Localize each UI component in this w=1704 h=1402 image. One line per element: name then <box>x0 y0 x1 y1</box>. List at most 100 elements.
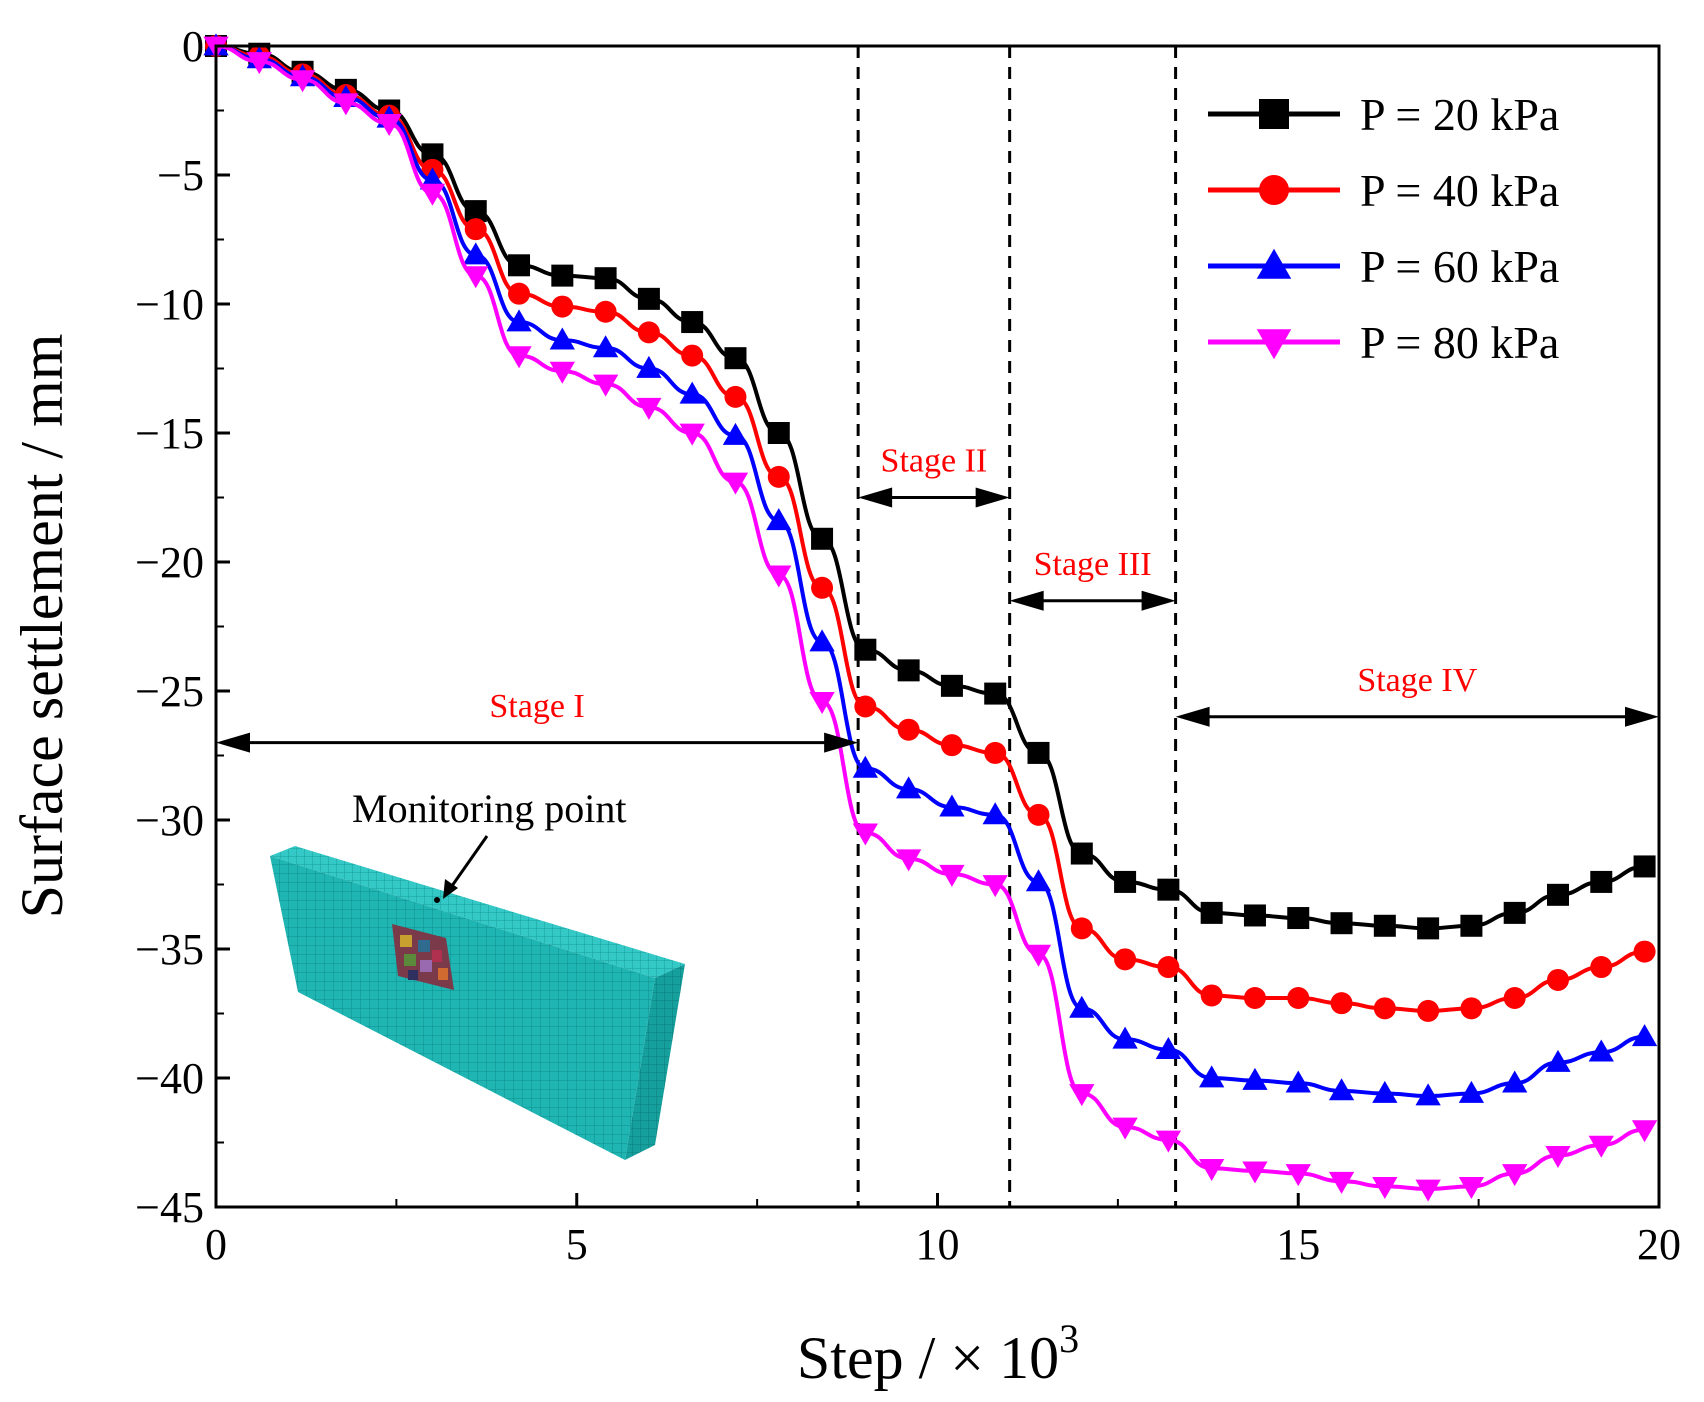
data-point <box>464 218 487 241</box>
data-point <box>1415 1083 1441 1106</box>
legend-label: P = 60 kPa <box>1360 241 1559 292</box>
data-point <box>767 422 790 444</box>
data-point <box>1373 997 1396 1020</box>
data-point <box>1328 1078 1355 1101</box>
data-point <box>982 875 1008 898</box>
data-point <box>1155 1036 1182 1059</box>
series-4 <box>203 36 1658 1202</box>
data-point <box>1027 803 1050 826</box>
x-tick-label: 20 <box>1637 1220 1681 1269</box>
data-point <box>984 741 1007 764</box>
data-point <box>724 385 747 408</box>
data-point <box>1287 987 1310 1010</box>
y-tick-label: −5 <box>157 151 204 200</box>
stage-arrow-right-head <box>1625 706 1659 727</box>
data-point <box>592 374 619 397</box>
data-point <box>1242 1067 1268 1090</box>
data-point <box>982 802 1008 825</box>
legend-entry-2: P = 40 kPa <box>1208 165 1559 216</box>
data-point <box>766 565 792 588</box>
data-point <box>895 776 922 799</box>
data-point <box>1025 869 1052 892</box>
data-point <box>1590 870 1613 893</box>
data-point <box>1372 1080 1398 1103</box>
data-point <box>679 423 705 446</box>
data-point <box>1200 984 1223 1007</box>
y-tick-label: −10 <box>135 280 204 329</box>
data-point <box>508 282 531 305</box>
data-point <box>852 755 878 778</box>
y-tick-label: −35 <box>135 925 204 974</box>
data-point <box>551 295 574 318</box>
data-point <box>1633 855 1656 878</box>
stage-arrow-right-head <box>824 732 859 753</box>
data-point <box>1417 999 1440 1022</box>
data-point <box>1458 1177 1485 1200</box>
stage-1: Stage I <box>216 688 859 753</box>
data-point <box>1460 914 1483 937</box>
data-point <box>854 695 877 718</box>
stage-arrow-left-head <box>858 487 893 508</box>
data-point <box>1112 1117 1138 1140</box>
series-3 <box>203 33 1658 1106</box>
legend-marker <box>1256 329 1292 360</box>
data-point <box>767 465 790 488</box>
x-tick-label: 0 <box>205 1220 227 1269</box>
data-point <box>854 638 877 661</box>
data-point <box>594 300 617 323</box>
stage-label: Stage II <box>881 443 988 480</box>
x-tick-label: 10 <box>916 1220 960 1269</box>
data-point <box>724 347 747 370</box>
data-point <box>463 242 489 265</box>
stage-2: Stage II <box>858 443 1010 508</box>
data-point <box>1285 1070 1311 1093</box>
data-point <box>506 346 532 369</box>
data-point <box>1417 917 1440 940</box>
x-tick-label: 5 <box>566 1220 588 1269</box>
data-point <box>1070 917 1093 940</box>
data-point <box>463 266 489 289</box>
data-point <box>1415 1179 1441 1202</box>
data-point <box>1114 948 1137 971</box>
data-point <box>939 794 965 817</box>
stage-boundary-lines <box>856 46 1178 1207</box>
data-point <box>940 674 963 697</box>
data-point <box>1199 1065 1225 1088</box>
stage-arrow-right-head <box>1141 590 1176 611</box>
legend-label: P = 40 kPa <box>1360 165 1559 216</box>
data-point <box>333 93 359 116</box>
x-axis-title: Step / × 103 <box>797 1316 1079 1391</box>
data-point <box>1588 1039 1614 1062</box>
data-point <box>549 361 575 384</box>
legend-marker <box>1259 99 1289 129</box>
model-mesh-illustration <box>270 846 685 1160</box>
monitoring-point-label: Monitoring point <box>352 786 626 831</box>
data-point <box>852 823 878 846</box>
data-point <box>1069 1084 1095 1107</box>
y-tick-label: −20 <box>135 538 204 587</box>
data-point <box>1545 1146 1571 1169</box>
y-tick-label: −25 <box>135 667 204 716</box>
legend-marker <box>1256 248 1292 279</box>
data-point <box>1070 842 1093 865</box>
monitoring-point-arrowhead <box>443 879 458 899</box>
stage-label: Stage III <box>1034 546 1152 583</box>
y-tick-label: −15 <box>135 409 204 458</box>
stage-arrow-left-head <box>216 732 250 753</box>
data-point <box>1372 1177 1398 1200</box>
data-point <box>636 355 662 378</box>
stage-arrow-left-head <box>1009 590 1044 611</box>
data-point <box>1503 901 1526 924</box>
data-point <box>464 200 487 223</box>
data-point <box>939 864 965 887</box>
data-point <box>1633 940 1656 963</box>
data-point <box>895 849 922 872</box>
data-point <box>940 734 963 757</box>
y-tick-label: 0 <box>182 22 204 71</box>
data-point <box>1588 1135 1614 1158</box>
data-point <box>811 576 834 599</box>
data-point <box>637 287 660 310</box>
data-point <box>1546 968 1569 991</box>
data-point <box>984 682 1007 705</box>
data-point <box>1243 987 1266 1010</box>
